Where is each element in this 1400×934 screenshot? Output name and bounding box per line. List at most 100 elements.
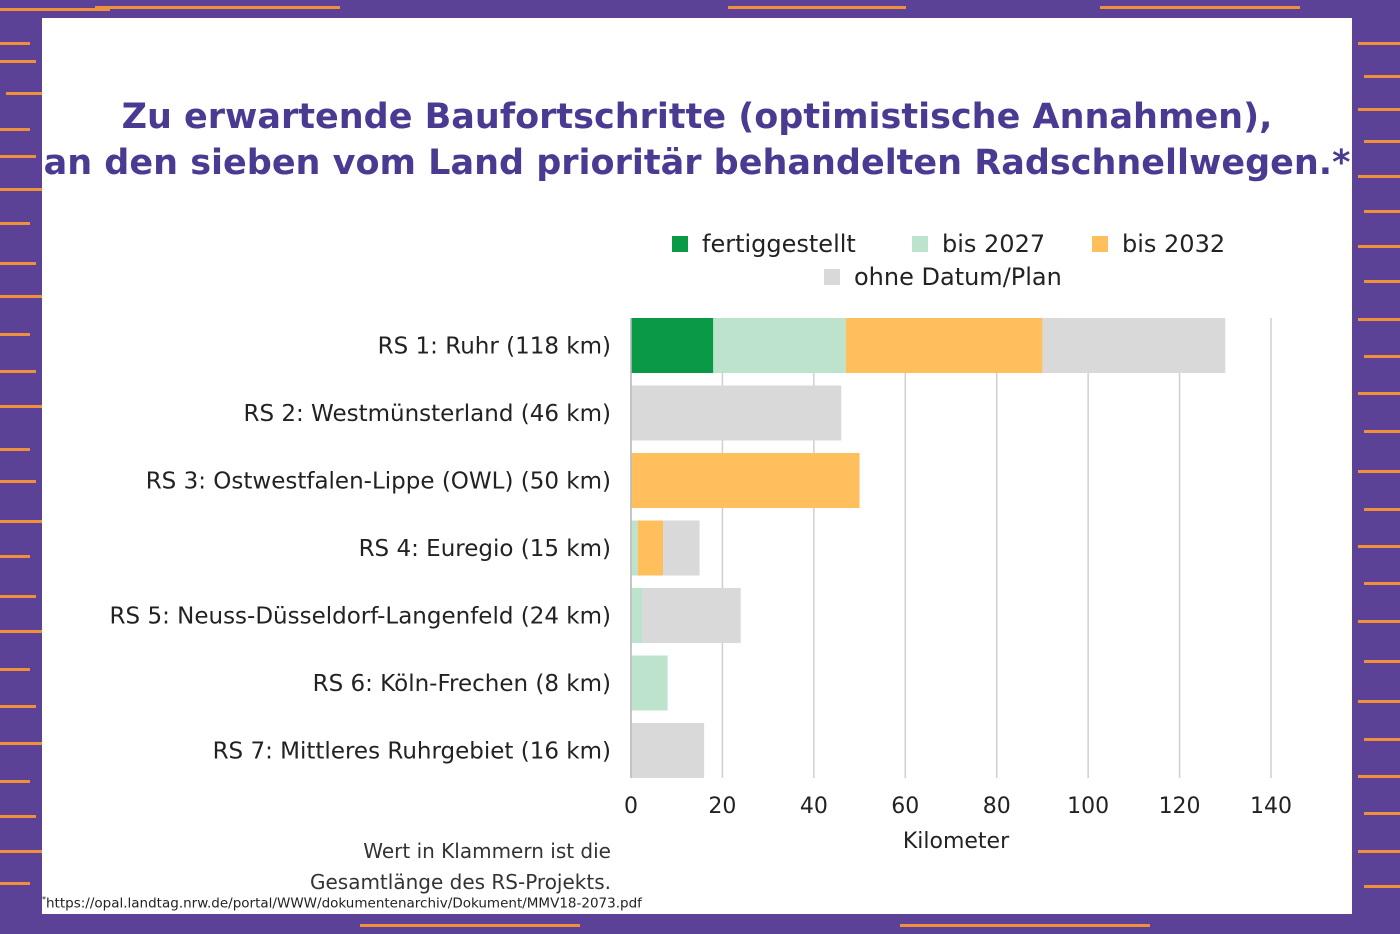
category-label: RS 7: Mittleres Ruhrgebiet (16 km) — [213, 739, 611, 765]
source-footnote: *https://opal.landtag.nrw.de/portal/WWW/… — [42, 895, 642, 912]
stripe — [0, 42, 30, 45]
x-tick-label: 0 — [624, 794, 638, 819]
stripe — [1364, 75, 1400, 78]
stripe — [728, 6, 906, 9]
bar-5-ohne-datum-plan — [642, 588, 741, 643]
stripe — [0, 882, 30, 885]
stripe — [1358, 392, 1400, 395]
stripe — [1364, 355, 1400, 358]
legend-item-bis-2027: bis 2027 — [912, 230, 1045, 258]
stripe — [0, 333, 30, 336]
stripe — [1364, 738, 1400, 741]
stripe — [1358, 700, 1400, 703]
category-label: RS 5: Neuss-Düsseldorf-Langenfeld (24 km… — [110, 604, 611, 630]
stripe — [1364, 660, 1400, 663]
length-note: Wert in Klammern ist die Gesamtlänge des… — [310, 836, 611, 898]
stripe — [0, 742, 42, 745]
bar-6-bis-2027 — [631, 655, 668, 711]
stripe — [1358, 470, 1400, 473]
stripe — [1358, 620, 1400, 623]
stripe — [0, 8, 110, 11]
stripe — [0, 222, 30, 225]
stripe — [1358, 545, 1400, 548]
x-tick-label: 100 — [1067, 794, 1109, 819]
bar-1-bis-2027 — [713, 318, 846, 373]
chart-title-line-1: Zu erwartende Baufortschritte (optimisti… — [121, 97, 1273, 137]
legend-swatch-ohne-datum — [824, 269, 840, 285]
stripe — [1358, 775, 1400, 778]
stripe — [1358, 175, 1400, 178]
x-tick-label: 60 — [891, 794, 919, 819]
bar-4-bis-2027 — [631, 520, 638, 576]
legend-label-bis-2032: bis 2032 — [1122, 230, 1226, 258]
bar-chart: RS 1: Ruhr (118 km) RS 2: Westmünsterland… — [110, 318, 1292, 854]
footnote-url[interactable]: https://opal.landtag.nrw.de/portal/WWW/d… — [46, 895, 642, 912]
length-note-line-1: Wert in Klammern ist die — [363, 839, 611, 863]
bar-4-bis-2032 — [637, 520, 663, 576]
legend-item-ohne-datum: ohne Datum/Plan — [824, 263, 1062, 291]
x-tick-label: 20 — [708, 794, 736, 819]
bar-7-ohne-datum-plan — [631, 723, 705, 778]
stripe — [0, 555, 30, 558]
length-note-line-2: Gesamtlänge des RS-Projekts. — [309, 870, 611, 894]
stripe — [0, 630, 42, 633]
bar-4-ohne-datum-plan — [663, 520, 700, 576]
legend-item-bis-2032: bis 2032 — [1092, 230, 1225, 258]
stripe — [1364, 140, 1400, 143]
bar-1-ohne-datum-plan — [1042, 318, 1226, 373]
stripe — [0, 60, 36, 63]
stripe — [1358, 42, 1400, 45]
category-label: RS 3: Ostwestfalen-Lippe (OWL) (50 km) — [146, 469, 611, 495]
stripe — [0, 815, 36, 818]
category-label: RS 1: Ruhr (118 km) — [378, 334, 611, 360]
stripe — [0, 668, 30, 671]
chart-card: Zu erwartende Baufortschritte (optimisti… — [42, 18, 1352, 914]
stripe — [1364, 582, 1400, 585]
stripe — [0, 850, 42, 853]
legend-label-bis-2027: bis 2027 — [942, 230, 1046, 258]
stripe — [0, 128, 30, 131]
category-label: RS 4: Euregio (15 km) — [359, 536, 611, 562]
stripe — [0, 155, 36, 158]
stripe — [95, 6, 340, 9]
chart-title-line-2: an den sieben vom Land prioritär behande… — [43, 143, 1351, 183]
stripe — [1364, 430, 1400, 433]
legend-swatch-bis-2027 — [912, 236, 928, 252]
stripe — [1364, 885, 1400, 888]
stripe — [1364, 812, 1400, 815]
stripe — [0, 370, 36, 373]
bar-3-bis-2032 — [631, 453, 860, 508]
stripe — [1100, 6, 1300, 9]
stripe — [900, 924, 1150, 927]
x-tick-label: 120 — [1159, 794, 1201, 819]
stripe — [0, 448, 30, 451]
x-tick-label: 140 — [1250, 794, 1292, 819]
bar-5-bis-2027 — [631, 588, 643, 643]
stripe — [1364, 210, 1400, 213]
x-tick-label: 80 — [983, 794, 1011, 819]
x-axis-label: Kilometer — [903, 829, 1010, 854]
bar-1-bis-2032 — [845, 318, 1043, 373]
legend-item-fertiggestellt: fertiggestellt — [672, 230, 856, 258]
stripe — [360, 924, 580, 927]
legend-swatch-bis-2032 — [1092, 236, 1108, 252]
stripe — [0, 520, 42, 523]
stripe — [0, 295, 42, 298]
bar-2-ohne-datum-plan — [631, 385, 842, 441]
stripe — [1358, 108, 1400, 111]
legend-label-ohne-datum: ohne Datum/Plan — [854, 263, 1062, 291]
stripe — [0, 188, 42, 191]
category-label: RS 6: Köln-Frechen (8 km) — [313, 671, 611, 697]
stripe — [6, 92, 48, 95]
stripe — [0, 262, 36, 265]
category-label: RS 2: Westmünsterland (46 km) — [243, 401, 611, 427]
stripe — [1358, 850, 1400, 853]
stripe — [1358, 318, 1400, 321]
stripe — [0, 780, 30, 783]
x-tick-label: 40 — [800, 794, 828, 819]
footnote-marker: * — [42, 895, 46, 904]
stripe — [1358, 245, 1400, 248]
stripe — [1364, 280, 1400, 283]
bar-1-fertiggestellt — [631, 318, 714, 373]
stripe — [1364, 508, 1400, 511]
